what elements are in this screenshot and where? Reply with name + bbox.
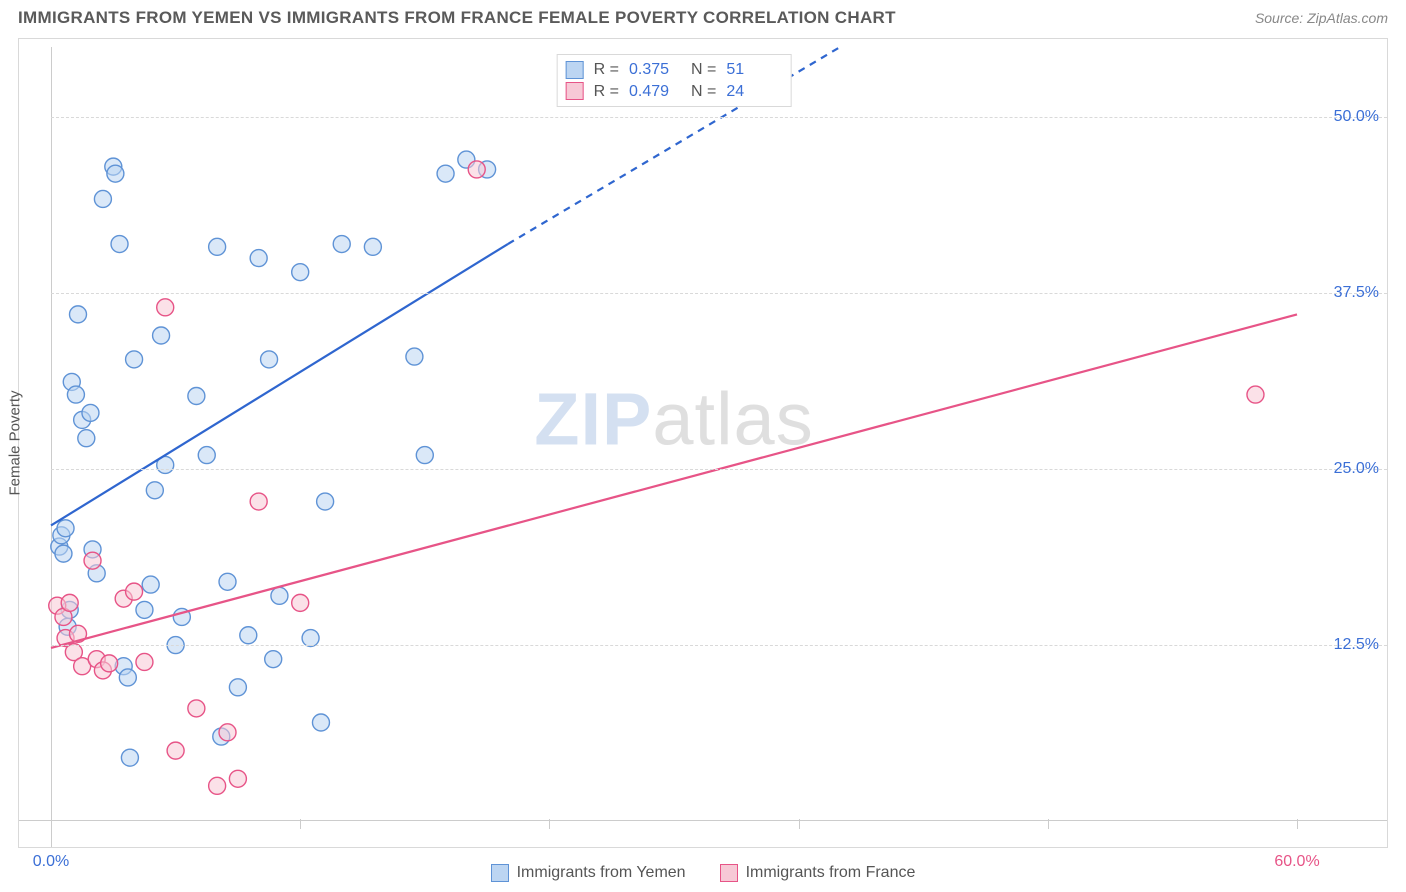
- data-point-yemen: [317, 493, 334, 510]
- plot-area: ZIPatlas R = 0.375 N = 51 R = 0.479 N = …: [51, 47, 1297, 821]
- data-point-yemen: [292, 264, 309, 281]
- x-tick: [799, 819, 800, 829]
- data-point-yemen: [111, 236, 128, 253]
- legend-swatch-france: [720, 864, 738, 882]
- data-point-yemen: [333, 236, 350, 253]
- data-point-yemen: [107, 165, 124, 182]
- data-point-yemen: [261, 351, 278, 368]
- data-point-france: [61, 594, 78, 611]
- x-tick: [1048, 819, 1049, 829]
- source-label: Source: ZipAtlas.com: [1255, 10, 1388, 26]
- stat-n-value-yemen: 51: [726, 59, 778, 81]
- data-point-yemen: [188, 388, 205, 405]
- y-tick-label: 37.5%: [1305, 284, 1379, 302]
- y-tick-label: 12.5%: [1305, 636, 1379, 654]
- data-point-yemen: [153, 327, 170, 344]
- chart-svg: [51, 47, 1297, 821]
- chart-container: Female Poverty ZIPatlas R = 0.375 N = 51…: [18, 38, 1388, 848]
- data-point-france: [292, 594, 309, 611]
- data-point-yemen: [136, 601, 153, 618]
- trend-line-france: [51, 314, 1297, 648]
- stat-r-label: R =: [594, 59, 619, 81]
- gridline: [51, 117, 1387, 118]
- stat-r-label: R =: [594, 81, 619, 103]
- data-point-yemen: [126, 351, 143, 368]
- data-point-yemen: [198, 447, 215, 464]
- x-tick: [51, 819, 52, 829]
- data-point-france: [188, 700, 205, 717]
- data-point-france: [84, 552, 101, 569]
- data-point-france: [209, 777, 226, 794]
- legend-item-france: Immigrants from France: [720, 864, 916, 882]
- data-point-yemen: [312, 714, 329, 731]
- x-tick: [300, 819, 301, 829]
- stats-row-yemen: R = 0.375 N = 51: [566, 59, 779, 81]
- stat-r-value-france: 0.479: [629, 81, 681, 103]
- stats-legend: R = 0.375 N = 51 R = 0.479 N = 24: [557, 54, 792, 107]
- stat-n-label: N =: [691, 81, 716, 103]
- data-point-france: [468, 161, 485, 178]
- legend-swatch-yemen: [491, 864, 509, 882]
- legend-label-france: Immigrants from France: [746, 864, 916, 882]
- data-point-france: [229, 770, 246, 787]
- legend-label-yemen: Immigrants from Yemen: [517, 864, 686, 882]
- data-point-yemen: [146, 482, 163, 499]
- data-point-france: [1247, 386, 1264, 403]
- y-tick-label: 50.0%: [1305, 108, 1379, 126]
- data-point-france: [219, 724, 236, 741]
- data-point-yemen: [209, 238, 226, 255]
- swatch-france: [566, 82, 584, 100]
- data-point-yemen: [121, 749, 138, 766]
- swatch-yemen: [566, 61, 584, 79]
- gridline: [51, 293, 1387, 294]
- data-point-yemen: [78, 430, 95, 447]
- data-point-yemen: [240, 627, 257, 644]
- data-point-yemen: [142, 576, 159, 593]
- x-tick: [1297, 819, 1298, 829]
- data-point-yemen: [265, 651, 282, 668]
- data-point-yemen: [229, 679, 246, 696]
- data-point-yemen: [219, 573, 236, 590]
- stat-r-value-yemen: 0.375: [629, 59, 681, 81]
- data-point-france: [250, 493, 267, 510]
- y-tick-label: 25.0%: [1305, 460, 1379, 478]
- x-tick: [549, 819, 550, 829]
- data-point-france: [136, 653, 153, 670]
- data-point-yemen: [57, 520, 74, 537]
- data-point-yemen: [416, 447, 433, 464]
- data-point-france: [126, 583, 143, 600]
- stats-row-france: R = 0.479 N = 24: [566, 81, 779, 103]
- data-point-france: [167, 742, 184, 759]
- trend-line-yemen: [51, 244, 508, 525]
- data-point-yemen: [437, 165, 454, 182]
- stat-n-label: N =: [691, 59, 716, 81]
- data-point-yemen: [67, 386, 84, 403]
- data-point-yemen: [364, 238, 381, 255]
- data-point-france: [101, 655, 118, 672]
- data-point-france: [157, 299, 174, 316]
- data-point-yemen: [119, 669, 136, 686]
- data-point-yemen: [302, 630, 319, 647]
- data-point-yemen: [55, 545, 72, 562]
- stat-n-value-france: 24: [726, 81, 778, 103]
- gridline: [51, 469, 1387, 470]
- gridline: [51, 645, 1387, 646]
- y-axis-label: Female Poverty: [7, 390, 24, 495]
- data-point-yemen: [69, 306, 86, 323]
- legend-item-yemen: Immigrants from Yemen: [491, 864, 686, 882]
- data-point-yemen: [250, 250, 267, 267]
- chart-title: IMMIGRANTS FROM YEMEN VS IMMIGRANTS FROM…: [18, 8, 896, 28]
- data-point-yemen: [406, 348, 423, 365]
- data-point-yemen: [94, 190, 111, 207]
- series-legend: Immigrants from Yemen Immigrants from Fr…: [0, 864, 1406, 882]
- data-point-yemen: [271, 587, 288, 604]
- data-point-yemen: [82, 404, 99, 421]
